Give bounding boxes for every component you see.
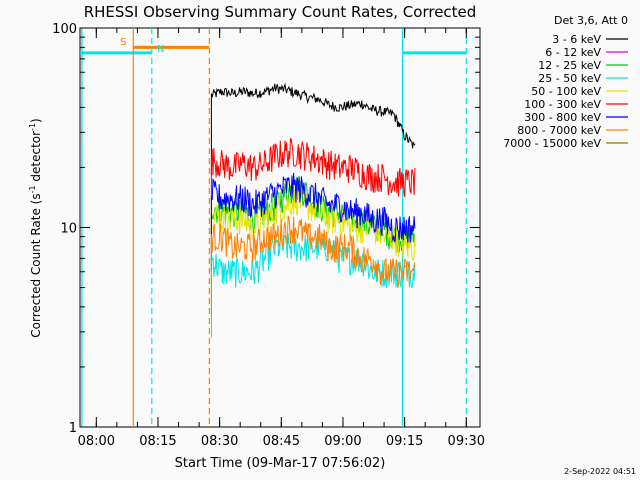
x-axis-label: Start Time (09-Mar-17 07:56:02) xyxy=(175,456,386,471)
x-tick-label: 08:30 xyxy=(201,434,238,449)
series-line xyxy=(210,186,416,292)
y-axis-label-suffix: ) xyxy=(29,118,43,123)
legend-label: 6 - 12 keV xyxy=(545,46,601,59)
x-tick-label: 08:00 xyxy=(78,434,115,449)
y-tick-label: 100 xyxy=(52,22,77,37)
legend-label: 25 - 50 keV xyxy=(538,72,601,85)
y-axis-label-mid: detector xyxy=(29,131,43,186)
legend-label: 12 - 25 keV xyxy=(538,59,601,72)
series-line xyxy=(210,137,416,239)
x-axis-ticks: 08:00 08:15 08:30 08:45 09:00 09:15 09:30 xyxy=(78,28,485,449)
y-axis-ticks: 1 10 100 xyxy=(52,22,480,436)
y-axis-label-prefix: Corrected Count Rate (s xyxy=(29,193,43,337)
y-axis-label: Corrected Count Rate (s-1 detector-1) xyxy=(28,118,43,337)
series-line xyxy=(210,172,416,272)
legend-label: 3 - 6 keV xyxy=(552,33,601,46)
y-axis-label-sup1: -1 xyxy=(28,185,37,193)
series-group xyxy=(210,82,416,338)
event-marker-label: N xyxy=(157,44,164,55)
legend-label: 50 - 100 keV xyxy=(531,85,601,98)
chart-title: RHESSI Observing Summary Count Rates, Co… xyxy=(84,3,477,21)
legend-label: 7000 - 15000 keV xyxy=(503,137,601,150)
x-tick-label: 08:15 xyxy=(139,434,176,449)
legend-label: 100 - 300 keV xyxy=(524,98,601,111)
y-axis-label-sup2: -1 xyxy=(28,123,37,131)
y-tick-label: 10 xyxy=(60,222,77,237)
timestamp: 2-Sep-2022 04:51 xyxy=(564,467,636,476)
x-tick-label: 08:45 xyxy=(263,434,300,449)
legend-title: Det 3,6, Att 0 xyxy=(554,14,628,27)
x-tick-label: 09:00 xyxy=(324,434,361,449)
event-marker-label: S xyxy=(120,37,126,48)
legend-label: 300 - 800 keV xyxy=(524,111,601,124)
legend-label: 800 - 7000 keV xyxy=(517,124,601,137)
x-tick-label: 09:15 xyxy=(386,434,423,449)
series-line xyxy=(210,215,416,316)
x-tick-label: 09:30 xyxy=(448,434,485,449)
series-line xyxy=(210,82,416,175)
attenuator-bars xyxy=(80,45,467,55)
y-tick-label: 1 xyxy=(69,421,77,436)
